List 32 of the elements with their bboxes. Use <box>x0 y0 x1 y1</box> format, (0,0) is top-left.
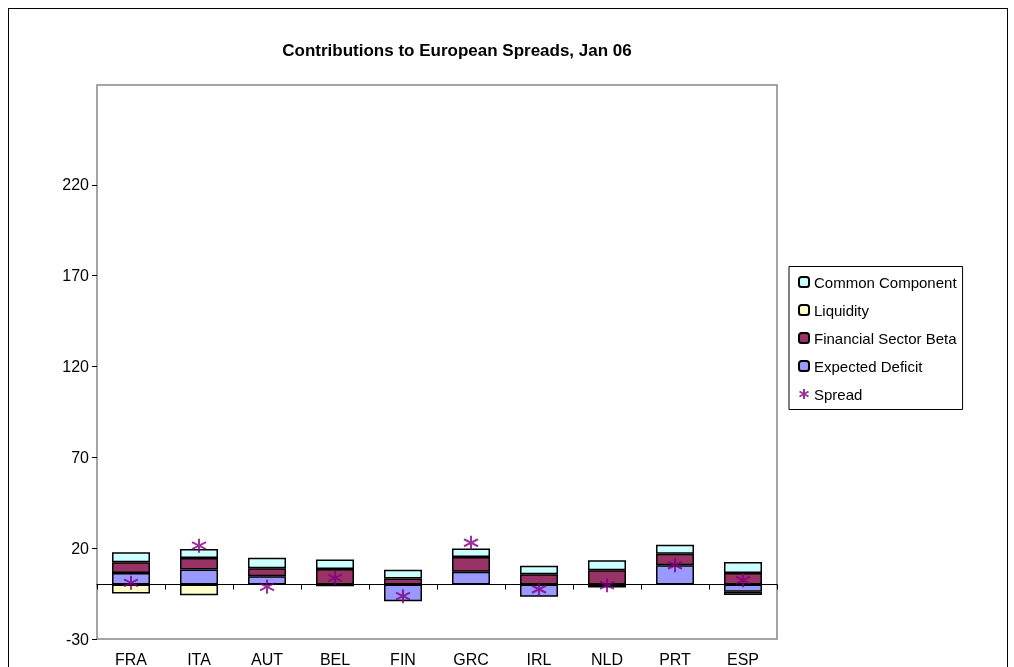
legend-label: Financial Sector Beta <box>814 329 958 347</box>
x-tick-label: BEL <box>319 650 351 667</box>
chart-title: Contributions to European Spreads, Jan 06 <box>282 41 632 60</box>
x-tick-label: ESP <box>726 650 760 667</box>
point <box>191 537 207 554</box>
legend-label: Common Component <box>814 273 958 291</box>
y-tick-label: -30 <box>65 630 90 648</box>
y-tick-label: 170 <box>62 267 90 285</box>
point <box>123 574 139 591</box>
point <box>599 577 615 594</box>
point <box>735 572 751 589</box>
point <box>463 534 479 551</box>
legend-label: Expected Deficit <box>814 357 924 375</box>
point <box>259 578 275 595</box>
x-tick-label: ITA <box>187 650 212 667</box>
x-tick-label: GRC <box>453 650 489 667</box>
x-tick-label: FIN <box>390 650 416 667</box>
y-tick-label: 20 <box>71 539 90 557</box>
y-tick-label: 70 <box>71 448 90 466</box>
point <box>667 557 683 574</box>
y-tick-label: 120 <box>62 358 90 376</box>
x-tick-label: PRT <box>659 650 692 667</box>
point <box>395 588 411 605</box>
legend-label: Spread <box>814 385 863 403</box>
x-tick-label: IRL <box>526 650 552 667</box>
legend-label: Liquidity <box>814 301 870 319</box>
point <box>327 569 343 586</box>
x-tick-label: AUT <box>251 650 284 667</box>
point <box>531 581 547 598</box>
y-tick-label: 220 <box>62 176 90 194</box>
x-tick-label: NLD <box>590 650 624 667</box>
x-tick-label: FRA <box>115 650 148 667</box>
